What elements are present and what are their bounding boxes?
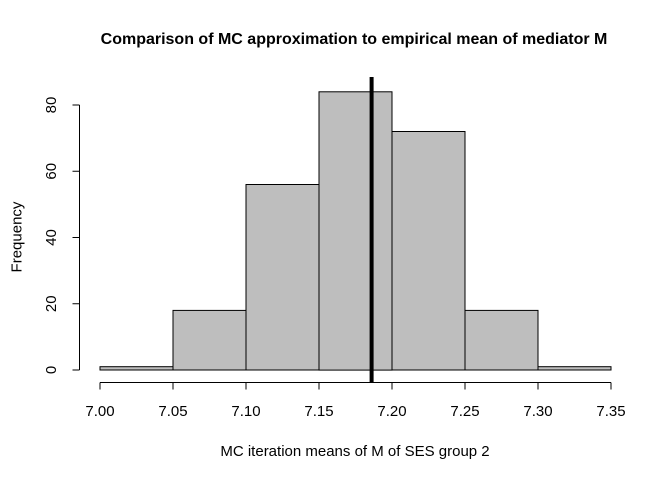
x-tick-label: 7.10 xyxy=(231,403,260,420)
x-tick-label: 7.35 xyxy=(596,403,625,420)
y-tick-label: 20 xyxy=(43,295,60,312)
y-tick-label: 40 xyxy=(43,229,60,246)
histogram-bar-2 xyxy=(245,184,320,371)
x-tick-label: 7.20 xyxy=(377,403,406,420)
histogram-bar-5 xyxy=(464,309,539,371)
x-tick-label: 7.15 xyxy=(304,403,333,420)
y-tick-label: 60 xyxy=(43,163,60,180)
histogram-bar-6 xyxy=(537,366,612,371)
histogram-bar-3 xyxy=(318,91,393,371)
y-tick-label: 80 xyxy=(43,97,60,114)
y-axis-label: Frequency xyxy=(8,201,26,273)
chart-title: Comparison of MC approximation to empiri… xyxy=(100,31,608,48)
histogram-bar-1 xyxy=(172,309,247,371)
x-tick-label: 7.25 xyxy=(450,403,479,420)
x-tick-label: 7.30 xyxy=(523,403,552,420)
y-tick-label: 0 xyxy=(43,366,60,374)
histogram-bar-4 xyxy=(391,131,466,371)
x-axis-label: MC iteration means of M of SES group 2 xyxy=(220,443,490,460)
x-tick-label: 7.05 xyxy=(158,403,187,420)
histogram-bar-0 xyxy=(99,366,174,371)
x-tick-label: 7.00 xyxy=(85,403,114,420)
